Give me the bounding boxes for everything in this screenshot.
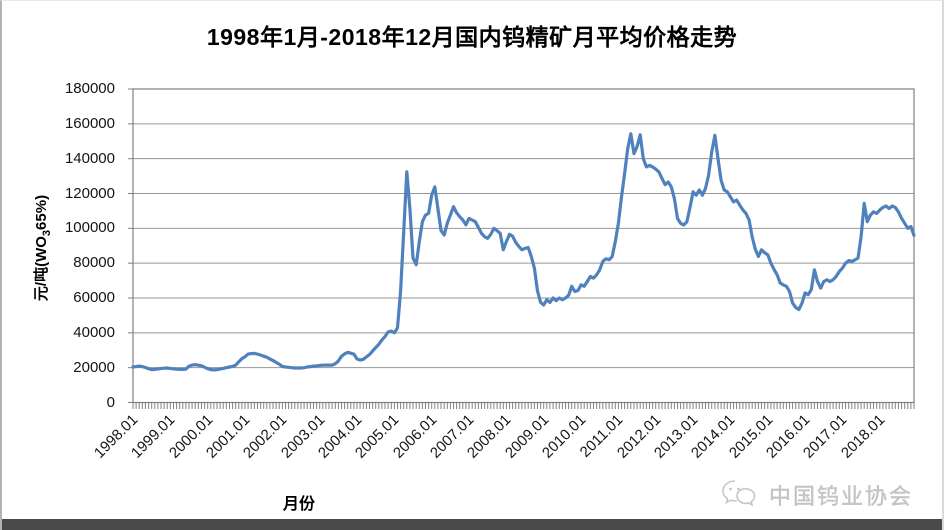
y-tick-label: 100000 [64,219,115,237]
y-tick-label: 20000 [73,358,115,376]
watermark: 中国钨业协会 [720,478,913,512]
bottom-bar [2,519,942,530]
y-axis-title-subscript: 3 [41,229,53,237]
y-tick-label: 80000 [73,254,115,272]
y-axis-title-suffix: 65%) [33,194,50,230]
x-axis-title: 月份 [283,496,316,513]
y-tick-label: 140000 [64,149,115,167]
chart-title: 1998年1月-2018年12月国内钨精矿月平均价格走势 [206,24,738,50]
y-tick-label: 180000 [64,80,115,97]
y-tick-label: 0 [106,393,115,411]
watermark-text: 中国钨业协会 [768,484,913,509]
wechat-logo-icon [722,480,756,507]
gridlines [133,88,914,369]
y-tick-label: 120000 [64,184,115,202]
axis-tick-marks [128,88,915,409]
y-axis-title-prefix: 元/吨(WO [33,236,50,302]
y-tick-label: 160000 [64,114,115,132]
y-tick-label: 40000 [73,323,115,341]
y-axis-title: 元/吨(WO365%) [30,148,53,348]
y-tick-label: 60000 [73,289,115,306]
price-line [131,132,916,372]
plot-frame [132,88,915,404]
